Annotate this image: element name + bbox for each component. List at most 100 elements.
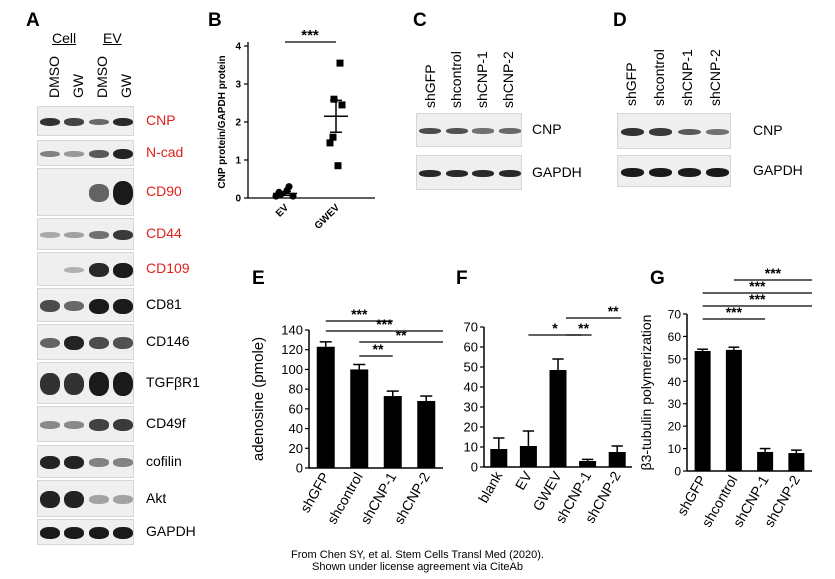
panel-f-y-tick-label: 70 — [464, 320, 478, 335]
panel-c-lane-shcontrol-1: shcontrol — [448, 51, 464, 108]
panel-a-band — [40, 150, 61, 158]
panel-g-sig-label: *** — [726, 304, 743, 320]
panel-g-y-tick-label: 30 — [668, 397, 682, 411]
panel-a-band — [40, 527, 61, 539]
panel-a-label-cd109: CD109 — [146, 260, 190, 276]
panel-e-y-tick-label: 120 — [281, 342, 303, 357]
panel-c-label-cnp: CNP — [532, 121, 562, 137]
panel-a-band — [64, 300, 85, 312]
panel-c-lane-shcnp-2-3: shCNP-2 — [500, 51, 516, 108]
panel-a-band — [112, 229, 133, 241]
panel-g-y-tick-label: 70 — [668, 308, 682, 322]
panel-a-band — [112, 458, 133, 467]
panel-e-chart: 020406080100120140shGFPshcontrolshCNP-1s… — [250, 306, 443, 527]
panel-b-chart: 0 1 2 3 4 CNP protein/GAPDH protein EV GWEV *** — [217, 30, 375, 232]
panel-f-x-label-blank: blank — [475, 468, 506, 506]
panel-g-chart: 010203040506070shGFPshcontrolshCNP-1shCN… — [640, 265, 812, 530]
panel-d-lane-shgfp-0: shGFP — [623, 62, 639, 106]
panel-f-bar-shcnp-1 — [579, 461, 597, 467]
panel-a-band — [64, 373, 85, 395]
panel-c-label: C — [413, 10, 427, 31]
panel-d-lane-shcnp-2-3: shCNP-2 — [707, 49, 723, 106]
panel-a-band — [88, 298, 109, 314]
panel-e-sig-label: *** — [376, 316, 393, 332]
panel-g-y-tick-label: 10 — [668, 442, 682, 456]
panel-c-band — [472, 128, 495, 134]
panel-a-band — [88, 150, 109, 158]
panel-e-sig-label: *** — [351, 306, 368, 322]
panel-a-band — [40, 232, 61, 238]
panel-g-bar-shgfp — [694, 351, 711, 471]
panel-e-label: E — [252, 268, 265, 289]
panel-g-sig-label: *** — [765, 265, 782, 281]
group-ev-label: EV — [103, 30, 122, 46]
panel-a-band — [88, 184, 109, 202]
panel-c-blot-cnp — [416, 113, 522, 147]
panel-a-band — [64, 455, 85, 470]
panel-c-band — [472, 169, 495, 178]
panel-a-band — [112, 527, 133, 539]
panel-d-band — [706, 128, 730, 135]
panel-d-band — [677, 128, 701, 136]
panel-b-point-gwev — [338, 101, 346, 109]
panel-f-y-tick-label: 40 — [464, 380, 478, 395]
panel-f-y-tick-label: 30 — [464, 400, 478, 415]
panel-a-band — [88, 230, 109, 239]
panel-a-band — [112, 181, 133, 205]
panel-a-band — [88, 495, 109, 504]
panel-d-label-gapdh: GAPDH — [753, 162, 803, 178]
credit-line-2: Shown under license agreement via CiteAb — [312, 561, 523, 573]
panel-g-y-tick-label: 0 — [674, 465, 681, 479]
panel-f-y-tick-label: 50 — [464, 360, 478, 375]
panel-a-band — [112, 262, 133, 278]
panel-a-band — [88, 118, 109, 126]
panel-c-band — [445, 169, 468, 178]
panel-b-y-tick-label: 4 — [235, 42, 241, 53]
panel-e-y-tick-label: 140 — [281, 323, 303, 338]
panel-f-sig-label: ** — [608, 303, 619, 319]
panel-b-y-tick-label: 3 — [235, 80, 241, 91]
panel-f-bar-shcnp-2 — [608, 452, 626, 467]
panel-a-label-akt: Akt — [146, 489, 167, 506]
panel-e-sig-label: ** — [373, 341, 384, 357]
panel-g-y-tick-label: 50 — [668, 352, 682, 366]
panel-a-band — [112, 372, 133, 396]
panel-a-blot-gapdh — [37, 519, 134, 545]
panel-b-sig-label: *** — [301, 30, 319, 44]
panel-a-blot-akt — [37, 480, 134, 517]
panel-a-band — [88, 419, 109, 431]
panel-b-y-tick-label: 1 — [235, 156, 241, 167]
panel-b-point-ev — [285, 183, 293, 191]
panel-a-label-gapdh: GAPDH — [146, 523, 196, 539]
panel-b-y-axis-label: CNP protein/GAPDH protein — [217, 55, 228, 188]
panel-a-band — [40, 421, 61, 429]
panel-a-band — [64, 232, 85, 238]
panel-d-blot-cnp — [617, 113, 731, 149]
panel-a-blot-cd49f — [37, 406, 134, 442]
panel-e-sig-label: ** — [396, 327, 407, 343]
panel-f-sig-label: ** — [578, 320, 589, 336]
panel-a-band — [88, 262, 109, 278]
panel-d-band — [620, 127, 644, 137]
panel-f-bar-ev — [519, 446, 537, 467]
panel-a-band — [40, 455, 61, 470]
panel-f-y-tick-label: 10 — [464, 440, 478, 455]
panel-a-label: A — [26, 10, 40, 31]
panel-d-band — [649, 167, 673, 177]
panel-e-y-tick-label: 0 — [296, 461, 303, 476]
panel-d-band — [677, 167, 701, 177]
panel-a-label-cnp: CNP — [146, 112, 176, 128]
panel-a-label-cd49f: CD49f — [146, 415, 186, 431]
panel-g-y-axis-label: β3-tubulin polymerization — [640, 315, 654, 471]
panel-g-sig-label: *** — [749, 278, 766, 294]
panel-b-point-gwev — [334, 162, 342, 170]
panel-a-band — [112, 148, 133, 160]
panel-b-y-tick-label: 2 — [235, 118, 241, 129]
credit-line-1: From Chen SY, et al. Stem Cells Transl M… — [291, 549, 544, 561]
panel-b-x-label-ev: EV — [274, 202, 291, 219]
panel-d-band — [620, 167, 644, 177]
panel-b-x-label-gwev: GWEV — [313, 202, 343, 232]
panel-a-band — [88, 372, 109, 396]
panel-a-label-cd146: CD146 — [146, 333, 190, 349]
